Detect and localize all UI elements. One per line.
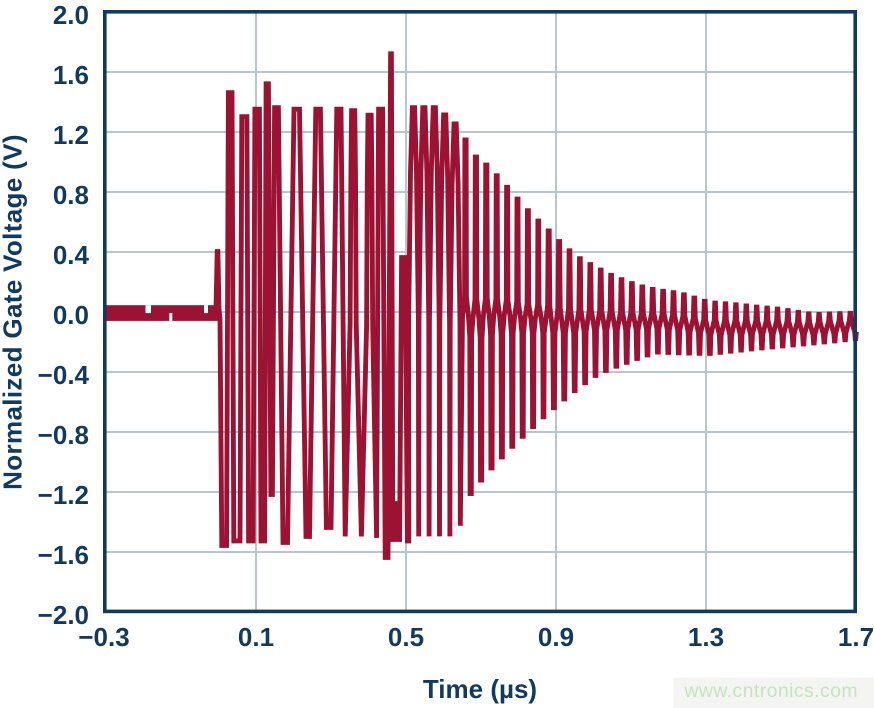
- svg-text:−0.8: −0.8: [38, 420, 89, 450]
- svg-text:1.3: 1.3: [688, 622, 724, 652]
- svg-text:www.cntronics.com: www.cntronics.com: [683, 680, 858, 702]
- svg-text:−1.6: −1.6: [38, 540, 89, 570]
- svg-text:0.4: 0.4: [53, 240, 90, 270]
- svg-text:2.0: 2.0: [53, 0, 89, 30]
- svg-text:0.5: 0.5: [388, 622, 424, 652]
- svg-text:0.1: 0.1: [238, 622, 274, 652]
- svg-text:Time (µs): Time (µs): [423, 674, 537, 704]
- svg-text:0.9: 0.9: [538, 622, 574, 652]
- svg-text:−0.3: −0.3: [78, 622, 129, 652]
- svg-text:1.7: 1.7: [838, 622, 874, 652]
- svg-text:1.6: 1.6: [53, 60, 89, 90]
- svg-text:−2.0: −2.0: [38, 600, 89, 630]
- svg-text:−0.4: −0.4: [38, 360, 90, 390]
- svg-text:0.8: 0.8: [53, 180, 89, 210]
- svg-text:Normalized Gate Voltage (V): Normalized Gate Voltage (V): [0, 134, 28, 490]
- svg-text:−1.2: −1.2: [38, 480, 89, 510]
- svg-text:1.2: 1.2: [53, 120, 89, 150]
- svg-text:0.0: 0.0: [53, 300, 89, 330]
